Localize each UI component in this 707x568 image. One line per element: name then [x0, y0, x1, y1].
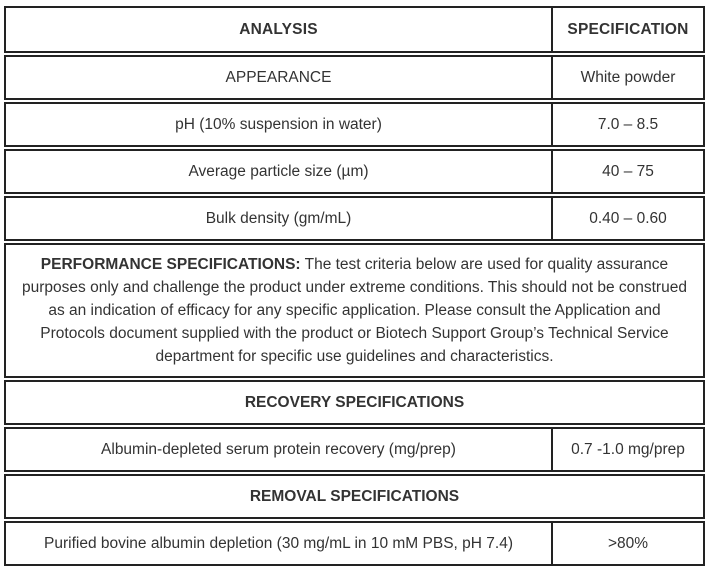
removal-specification: >80%	[551, 521, 705, 566]
recovery-specification: 0.7 -1.0 mg/prep	[551, 427, 705, 472]
section-header-row: RECOVERY SPECIFICATIONS	[4, 380, 705, 425]
performance-label: PERFORMANCE SPECIFICATIONS:	[40, 256, 301, 273]
performance-specifications-note: PERFORMANCE SPECIFICATIONS: The test cri…	[4, 243, 705, 378]
performance-row: PERFORMANCE SPECIFICATIONS: The test cri…	[4, 243, 705, 378]
table-row: Average particle size (µm) 40 – 75	[4, 149, 705, 194]
row-analysis: Average particle size (µm)	[4, 149, 551, 194]
row-specification: White powder	[551, 55, 705, 100]
table-row: APPEARANCE White powder	[4, 55, 705, 100]
section-header-row: REMOVAL SPECIFICATIONS	[4, 474, 705, 519]
recovery-section-title: RECOVERY SPECIFICATIONS	[4, 380, 705, 425]
removal-section-title: REMOVAL SPECIFICATIONS	[4, 474, 705, 519]
row-analysis: Bulk density (gm/mL)	[4, 196, 551, 241]
table-row: Albumin-depleted serum protein recovery …	[4, 427, 705, 472]
removal-analysis: Purified bovine albumin depletion (30 mg…	[4, 521, 551, 566]
row-specification: 40 – 75	[551, 149, 705, 194]
row-analysis: pH (10% suspension in water)	[4, 102, 551, 147]
table-row: pH (10% suspension in water) 7.0 – 8.5	[4, 102, 705, 147]
table-row: Bulk density (gm/mL) 0.40 – 0.60	[4, 196, 705, 241]
performance-text: The test criteria below are used for qua…	[22, 256, 687, 365]
recovery-analysis: Albumin-depleted serum protein recovery …	[4, 427, 551, 472]
row-specification: 0.40 – 0.60	[551, 196, 705, 241]
specification-table: ANALYSIS SPECIFICATION APPEARANCE White …	[4, 4, 705, 568]
table-row: Purified bovine albumin depletion (30 mg…	[4, 521, 705, 566]
row-analysis: APPEARANCE	[4, 55, 551, 100]
row-specification: 7.0 – 8.5	[551, 102, 705, 147]
table-header-row: ANALYSIS SPECIFICATION	[4, 6, 705, 53]
header-specification: SPECIFICATION	[551, 6, 705, 53]
header-analysis: ANALYSIS	[4, 6, 551, 53]
